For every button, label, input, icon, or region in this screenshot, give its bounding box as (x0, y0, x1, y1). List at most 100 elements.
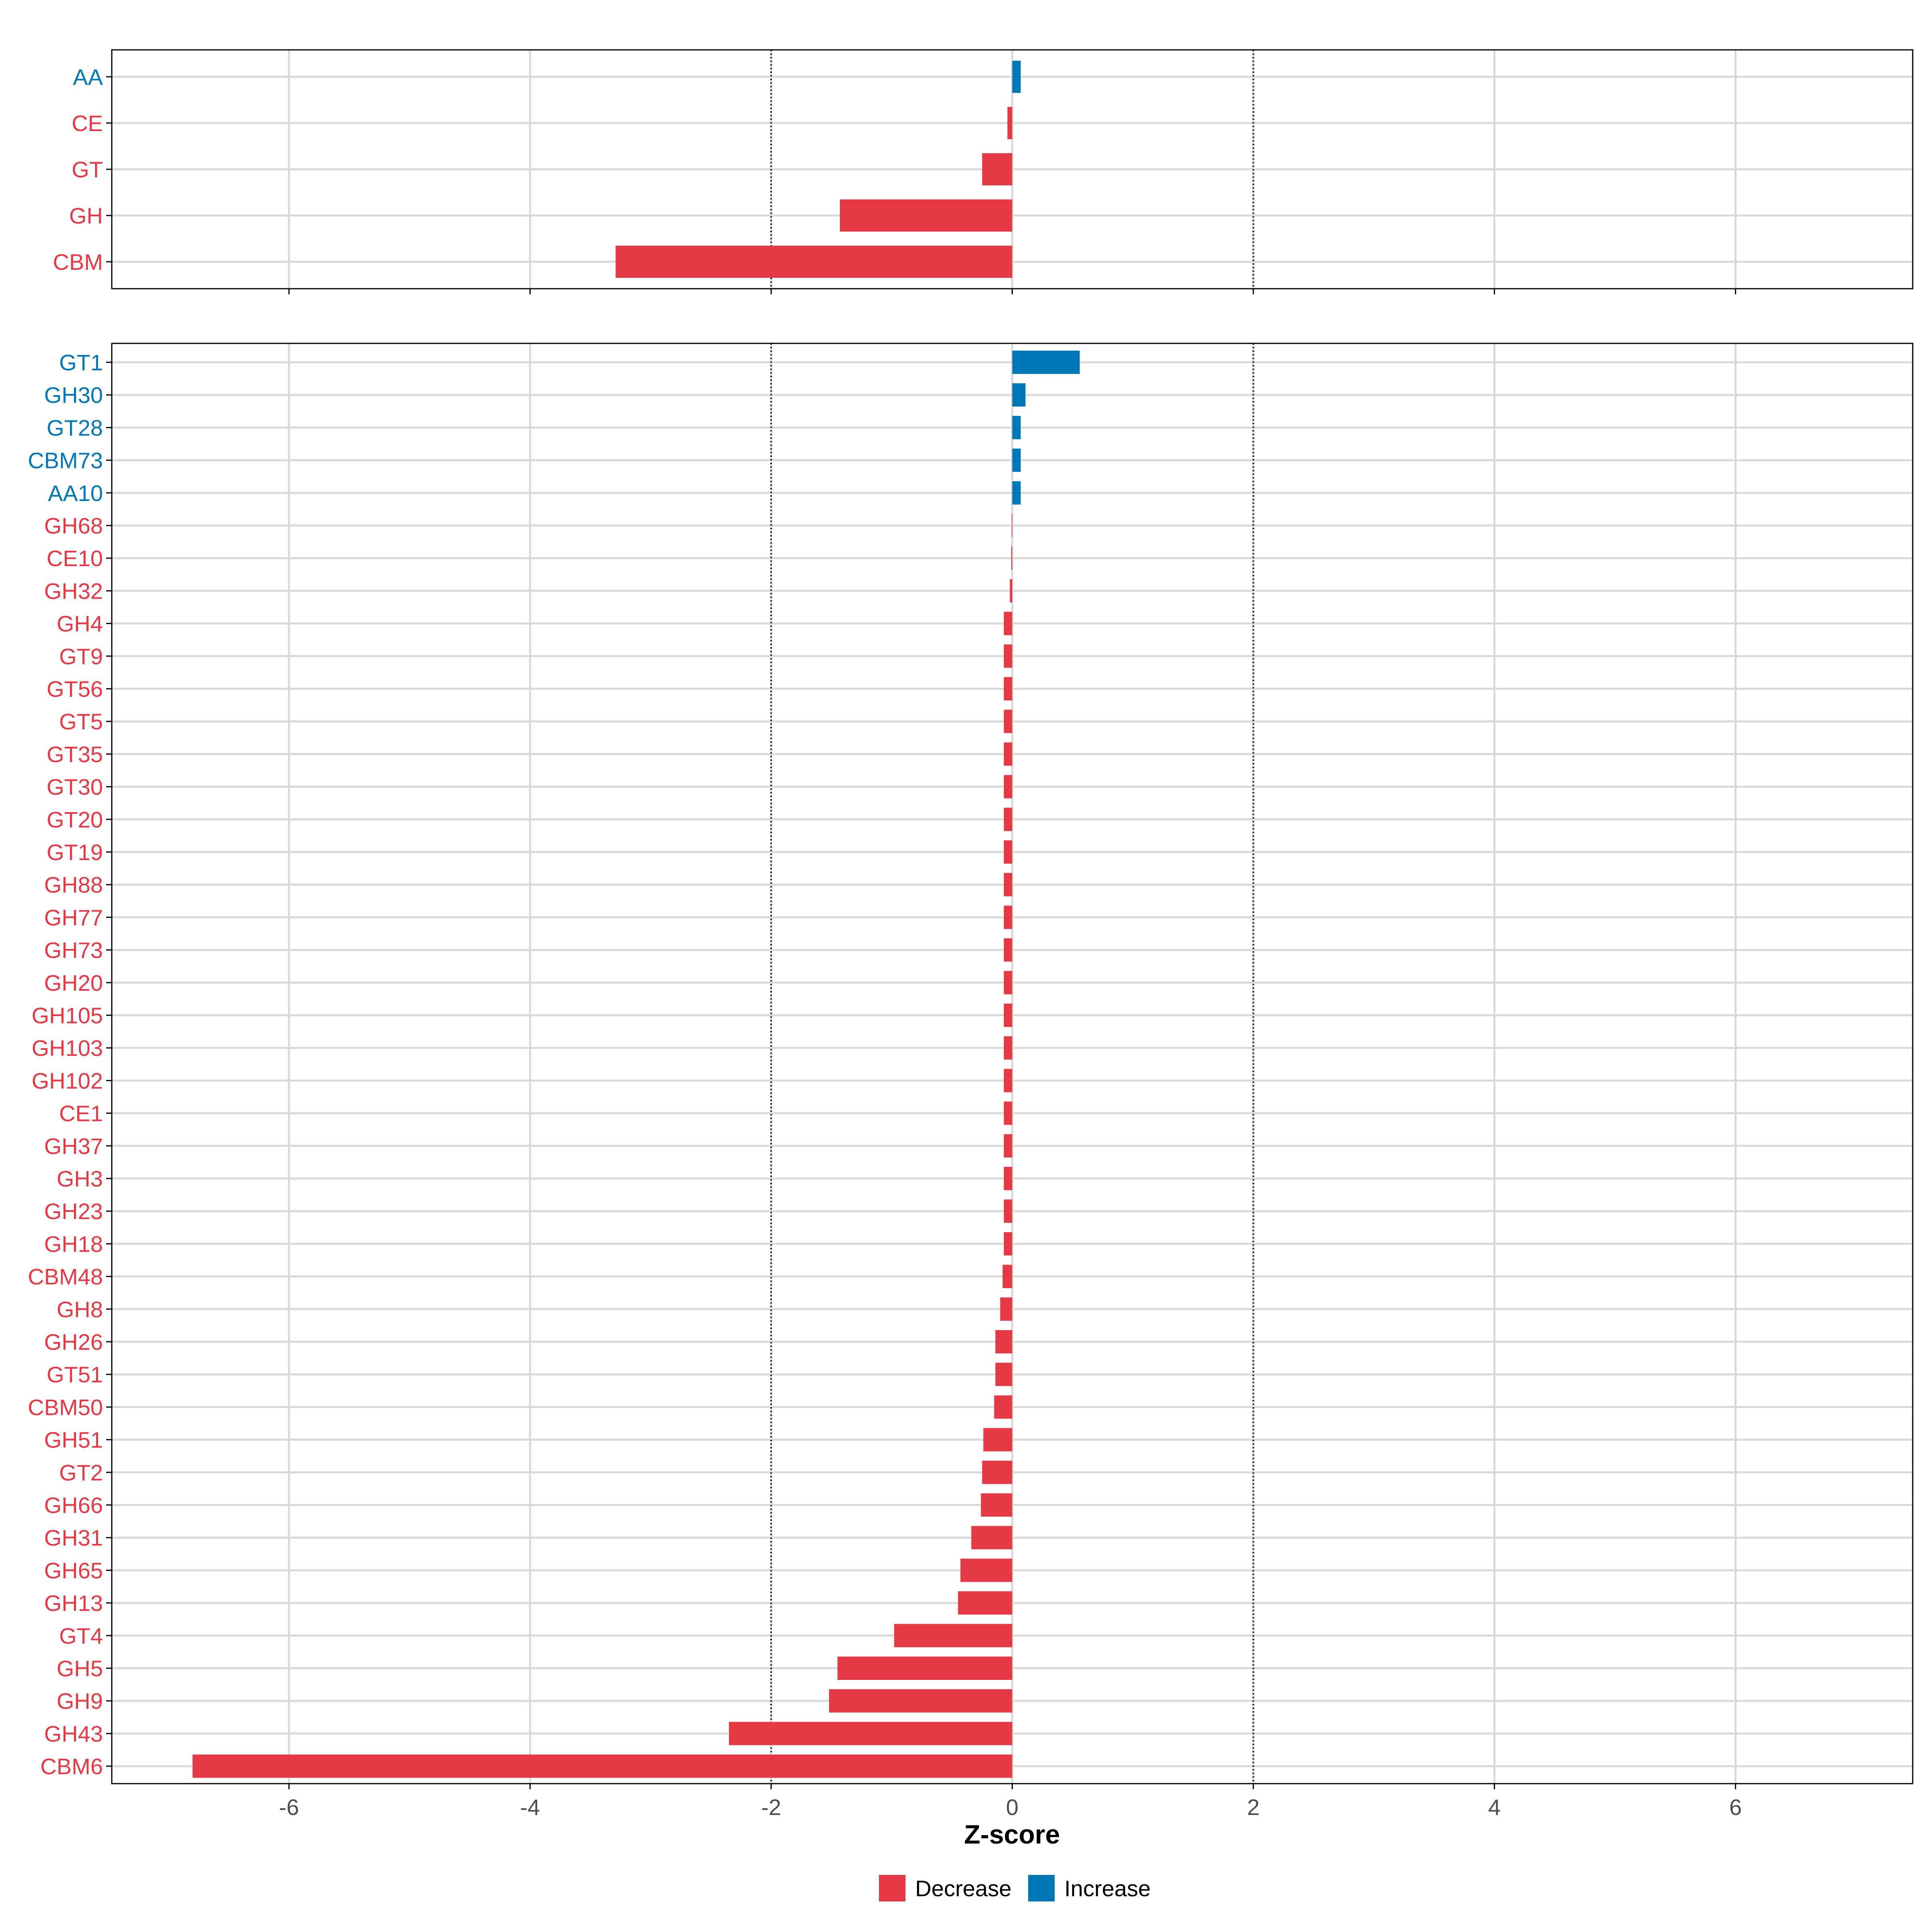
bar-gh20 (1004, 971, 1012, 994)
y-tick-label: GH73 (44, 938, 103, 963)
bar-gh51 (983, 1428, 1012, 1452)
bar-gt1 (1012, 351, 1080, 374)
bar-gt9 (1004, 644, 1012, 668)
y-tick-label: GT30 (47, 774, 103, 800)
y-tick-label: GH3 (57, 1166, 103, 1191)
bar-gh26 (995, 1330, 1012, 1353)
y-tick-label: GT19 (47, 840, 103, 865)
y-tick-label: GT28 (47, 415, 103, 440)
y-tick-label: CBM73 (28, 448, 103, 473)
y-tick-label: GH37 (44, 1133, 103, 1159)
bar-aa (1012, 61, 1021, 93)
y-tick-label: CBM6 (40, 1754, 103, 1779)
y-tick-label: GH88 (44, 872, 103, 897)
bar-gh43 (729, 1722, 1012, 1745)
bar-gh4 (1004, 612, 1012, 635)
bar-gh37 (1004, 1134, 1012, 1158)
y-tick-label: GH8 (57, 1297, 103, 1322)
y-tick-label: CBM (53, 249, 103, 275)
y-tick-label: GH23 (44, 1199, 103, 1224)
bar-gt56 (1004, 677, 1012, 700)
bottom-panel: GT1GH30GT28CBM73AA10GH68CE10GH32GH4GT9GT… (28, 343, 1914, 1820)
bar-gt19 (1004, 840, 1012, 864)
y-tick-label: GH30 (44, 382, 103, 408)
bar-gh (840, 199, 1012, 232)
y-tick-label: GH65 (44, 1558, 103, 1583)
bar-cbm6 (192, 1754, 1012, 1778)
y-tick-label: GH32 (44, 578, 103, 604)
y-tick-label: GH68 (44, 513, 103, 538)
legend-label-increase: Increase (1064, 1876, 1151, 1901)
y-tick-label: GH18 (44, 1231, 103, 1257)
bar-aa10 (1012, 481, 1021, 505)
y-tick-label: CE10 (47, 546, 103, 571)
legend-label-decrease: Decrease (915, 1876, 1012, 1901)
y-tick-label: GH26 (44, 1329, 103, 1355)
top-panel: AA CE GT GH CBM (53, 49, 1914, 294)
x-axis-title: Z-score (964, 1819, 1060, 1849)
bar-cbm (616, 246, 1012, 278)
bar-ce (1007, 107, 1012, 139)
y-tick-label: GT56 (47, 676, 103, 702)
bar-gh31 (971, 1526, 1012, 1550)
y-tick-label: GT (72, 157, 103, 182)
bar-gh65 (960, 1558, 1012, 1582)
bar-gh77 (1004, 905, 1012, 929)
legend-swatch-decrease (879, 1875, 905, 1901)
bar-gh73 (1004, 938, 1012, 962)
bar-cbm73 (1012, 448, 1021, 472)
x-tick-label: 0 (1006, 1794, 1018, 1820)
bar-gh105 (1004, 1004, 1012, 1027)
y-tick-label: GH51 (44, 1427, 103, 1453)
bar-ce10 (1011, 546, 1012, 570)
y-tick-label: AA (73, 64, 103, 90)
bar-gh23 (1004, 1199, 1012, 1223)
bar-gh8 (1000, 1297, 1012, 1321)
y-tick-label: GH77 (44, 905, 103, 930)
bar-gt28 (1012, 416, 1021, 439)
x-tick-label: -6 (279, 1794, 299, 1820)
bar-gt2 (982, 1460, 1012, 1484)
y-tick-label: GH4 (57, 611, 103, 636)
y-tick-label: GH20 (44, 970, 103, 996)
bar-gt30 (1004, 775, 1012, 799)
y-tick-label: CBM48 (28, 1264, 103, 1289)
bar-gh9 (829, 1689, 1012, 1713)
bar-gh13 (958, 1591, 1012, 1615)
bar-gt (982, 153, 1012, 185)
bar-gt5 (1004, 710, 1012, 733)
bar-gt4 (894, 1624, 1012, 1647)
y-tick-label: GT35 (47, 741, 103, 767)
x-tick-label: 6 (1729, 1794, 1742, 1820)
y-tick-label: GH (69, 203, 103, 228)
y-tick-label: GH13 (44, 1591, 103, 1616)
y-tick-label: GH102 (32, 1068, 103, 1093)
x-tick-label: 4 (1488, 1794, 1501, 1820)
y-tick-label: GT51 (47, 1362, 103, 1387)
x-tick-label: -4 (520, 1794, 540, 1820)
y-tick-label: GT1 (59, 350, 103, 375)
x-tick-label: 2 (1247, 1794, 1260, 1820)
y-tick-label: GH66 (44, 1493, 103, 1518)
bar-gh66 (981, 1493, 1012, 1517)
y-tick-label: GT9 (59, 644, 103, 669)
legend-swatch-increase (1028, 1875, 1055, 1901)
bar-gh30 (1012, 383, 1026, 407)
bar-gh103 (1004, 1036, 1012, 1060)
y-tick-label: GH103 (32, 1035, 103, 1061)
y-tick-label: GT2 (59, 1460, 103, 1485)
x-tick-label: -2 (761, 1794, 781, 1820)
y-tick-label: GT5 (59, 709, 103, 734)
y-tick-label: GH43 (44, 1721, 103, 1746)
bar-gh102 (1004, 1069, 1012, 1092)
y-tick-label: CE (72, 111, 103, 136)
bar-gt20 (1004, 807, 1012, 831)
y-tick-label: CBM50 (28, 1394, 103, 1420)
y-tick-label: GH9 (57, 1688, 103, 1714)
bar-gt35 (1004, 742, 1012, 766)
y-tick-label: CE1 (59, 1101, 103, 1126)
bar-gh5 (837, 1657, 1012, 1680)
bar-cbm50 (994, 1395, 1012, 1419)
